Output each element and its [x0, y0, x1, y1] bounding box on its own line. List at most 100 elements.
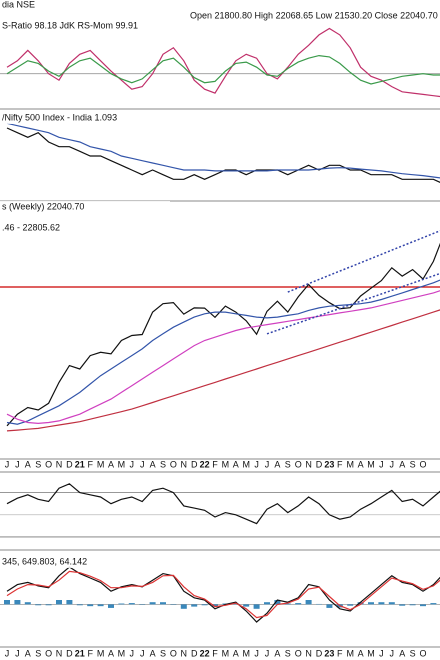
x-tick-label: M [242, 459, 250, 469]
x-tick-label: A [274, 459, 280, 469]
legend: .46 - 22805.62 [2, 222, 60, 232]
legend-background [0, 112, 170, 124]
x-tick-label: O [45, 459, 52, 469]
x-tick-label: A [150, 648, 156, 658]
x-tick-label: F [212, 648, 218, 658]
series-line [6, 122, 440, 179]
histogram-bar [284, 603, 291, 605]
x-tick-label: O [45, 648, 52, 658]
x-tick-label: S [285, 648, 291, 658]
histogram-bar [274, 600, 281, 605]
x-tick-label: D [191, 459, 198, 469]
legend-background [0, 556, 170, 568]
x-tick-label: N [56, 459, 63, 469]
histogram-bar [35, 604, 42, 606]
histogram-bar [24, 602, 31, 605]
x-tick-label: A [150, 459, 156, 469]
histogram-bar [357, 602, 364, 605]
legend-background [0, 20, 170, 32]
x-tick-label: F [87, 459, 93, 469]
histogram-bar [243, 604, 250, 607]
x-tick-label: F [337, 459, 343, 469]
histogram-bar [232, 603, 239, 605]
histogram-bar [87, 604, 94, 607]
x-tick-label: J [5, 648, 10, 658]
x-tick-label: J [379, 648, 384, 658]
x-tick-label: F [337, 648, 343, 658]
series-line [6, 279, 440, 425]
histogram-bar [212, 604, 218, 607]
x-tick-label: O [295, 459, 302, 469]
x-tick-label: J [254, 648, 259, 658]
x-tick-label: A [233, 648, 239, 658]
x-tick-label: O [170, 459, 177, 469]
histogram-bar [149, 602, 156, 605]
x-tick-label: M [346, 459, 354, 469]
x-tick-label: J [265, 459, 270, 469]
histogram-bar [399, 604, 406, 606]
x-tick-label: N [305, 459, 312, 469]
x-tick-label: N [56, 648, 63, 658]
x-tick-label: O [419, 648, 426, 658]
histogram-bar [118, 603, 125, 605]
x-tick-label: N [181, 459, 188, 469]
x-tick-label: O [170, 648, 177, 658]
histogram-bar [347, 604, 354, 606]
x-tick-label: D [66, 459, 73, 469]
x-tick-label: D [316, 648, 323, 658]
x-tick-label: S [160, 459, 166, 469]
x-tick-label: A [399, 459, 405, 469]
x-tick-label: J [254, 459, 259, 469]
x-tick-label: A [399, 648, 405, 658]
x-tick-label: M [346, 648, 354, 658]
series-line [6, 242, 440, 427]
x-tick-label: O [419, 459, 426, 469]
legend: s (Weekly) 22040.70 [2, 201, 84, 211]
x-tick-label: J [390, 459, 395, 469]
histogram-bar [76, 604, 83, 606]
x-tick-label: M [222, 459, 230, 469]
x-tick-label: M [367, 459, 375, 469]
histogram-bar [45, 604, 52, 606]
series-line [6, 54, 440, 85]
x-tick-label: S [35, 648, 41, 658]
histogram-bar [4, 600, 10, 605]
trend-line [287, 229, 440, 293]
histogram-bar [56, 600, 62, 605]
x-tick-label: S [35, 459, 41, 469]
x-tick-label: A [358, 648, 364, 658]
histogram-bar [180, 604, 187, 609]
header-left: dia NSE [2, 0, 35, 9]
x-tick-label: 22 [200, 459, 210, 469]
x-tick-label: 22 [200, 648, 210, 658]
x-tick-label: 23 [324, 459, 334, 469]
histogram-bar [409, 604, 416, 606]
histogram-bar [97, 604, 104, 607]
x-tick-label: F [87, 648, 93, 658]
legend-background [0, 201, 170, 213]
x-tick-label: J [379, 459, 384, 469]
x-tick-label: J [140, 648, 145, 658]
x-tick-label: N [305, 648, 312, 658]
histogram-bar [430, 603, 437, 605]
x-tick-label: J [15, 459, 20, 469]
histogram-bar [160, 602, 166, 605]
x-tick-label: 21 [75, 648, 85, 658]
x-tick-label: S [160, 648, 166, 658]
x-tick-label: M [242, 648, 250, 658]
x-tick-label: M [367, 648, 375, 658]
histogram-bar [201, 604, 208, 606]
histogram-bar [191, 604, 198, 607]
x-tick-label: 23 [324, 648, 334, 658]
series-line [6, 290, 440, 425]
x-tick-label: M [118, 459, 126, 469]
legend: 345, 649.803, 64.142 [2, 556, 87, 566]
x-tick-label: J [265, 648, 270, 658]
x-tick-label: S [410, 459, 416, 469]
legend: /Nifty 500 Index - India 1.093 [2, 112, 117, 122]
x-tick-label: M [97, 648, 105, 658]
x-tick-label: M [222, 648, 230, 658]
x-tick-label: J [390, 648, 395, 658]
histogram-bar [378, 602, 385, 605]
x-tick-label: M [118, 648, 126, 658]
